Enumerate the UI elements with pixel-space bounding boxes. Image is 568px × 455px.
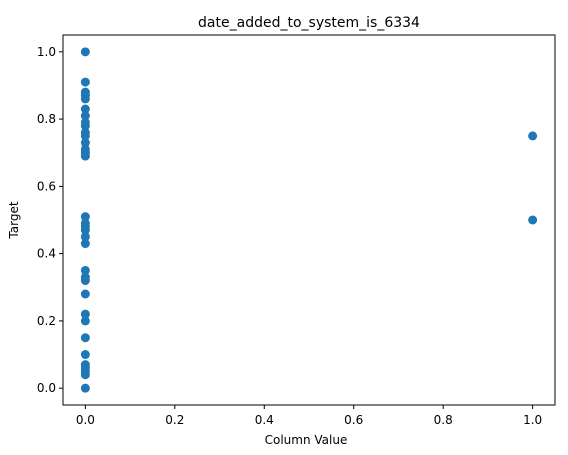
x-tick-label: 0.0 (76, 413, 95, 427)
data-point (80, 87, 90, 97)
y-tick-label: 0.2 (37, 314, 56, 328)
data-point (80, 265, 90, 275)
data-point (80, 138, 90, 148)
x-tick-label: 0.4 (255, 413, 274, 427)
data-point (80, 104, 90, 114)
data-point (80, 289, 90, 299)
data-point (80, 272, 90, 282)
data-point (528, 131, 538, 141)
y-axis-ticks: 0.0 0.2 0.4 0.6 0.8 1.0 (37, 45, 63, 395)
data-point (80, 360, 90, 370)
data-point (80, 309, 90, 319)
y-tick-label: 0.6 (37, 179, 56, 193)
data-point (80, 212, 90, 222)
data-point (528, 215, 538, 225)
x-axis-label: Column Value (265, 433, 348, 447)
data-points (80, 47, 538, 393)
data-point (80, 47, 90, 57)
chart-title: date_added_to_system_is_6334 (198, 15, 420, 31)
x-tick-label: 1.0 (523, 413, 542, 427)
data-point (80, 218, 90, 228)
y-tick-label: 0.0 (37, 381, 56, 395)
data-point (80, 117, 90, 127)
data-point (80, 232, 90, 242)
data-point (80, 111, 90, 121)
y-tick-label: 0.4 (37, 247, 56, 261)
data-point (80, 383, 90, 393)
y-tick-label: 0.8 (37, 112, 56, 126)
data-point (80, 350, 90, 360)
data-point (80, 77, 90, 87)
data-point (80, 316, 90, 326)
data-point (80, 128, 90, 138)
y-tick-label: 1.0 (37, 45, 56, 59)
x-axis-ticks: 0.0 0.2 0.4 0.6 0.8 1.0 (76, 405, 542, 427)
plot-frame (62, 34, 556, 406)
data-point (80, 333, 90, 343)
x-tick-label: 0.6 (344, 413, 363, 427)
x-tick-label: 0.2 (165, 413, 184, 427)
y-axis-label: Target (7, 201, 21, 239)
data-point (80, 239, 90, 249)
x-tick-label: 0.8 (434, 413, 453, 427)
data-point (80, 144, 90, 154)
